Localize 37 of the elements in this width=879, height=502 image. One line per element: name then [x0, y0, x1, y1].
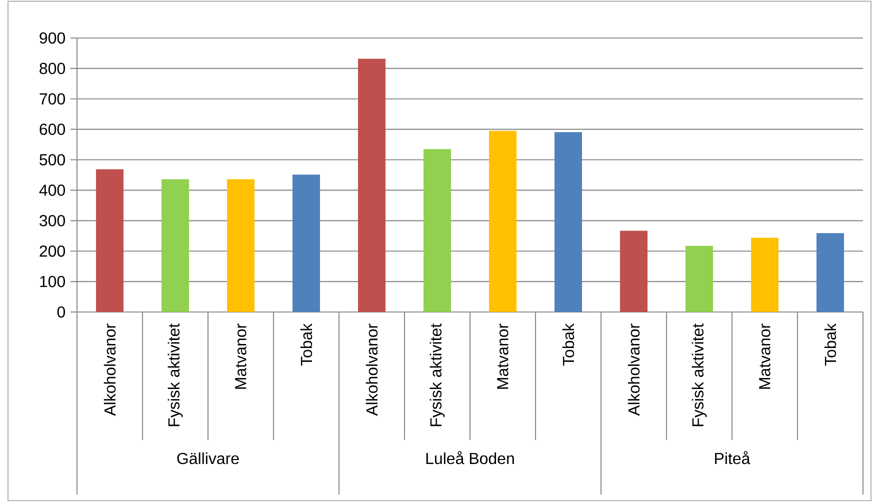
x-tick-label: Alkoholvanor — [366, 324, 378, 416]
x-tick-label: Matvanor — [497, 324, 508, 389]
y-tick-label: 0 — [57, 306, 66, 318]
y-tick-label: 300 — [40, 215, 66, 226]
bar — [423, 149, 452, 312]
y-tick-label: 700 — [40, 93, 66, 105]
bar — [685, 246, 714, 312]
x-tick-label: Fysisk aktivitet — [168, 324, 183, 426]
y-tick-label: 200 — [40, 245, 66, 257]
x-tick-label: Tobak — [300, 323, 312, 366]
bar — [816, 233, 844, 312]
y-tick-label: 900 — [40, 32, 66, 44]
x-tick-label: Tobak — [824, 323, 836, 366]
x-tick-label: Matvanor — [759, 324, 770, 389]
x-tick-label: Alkoholvanor — [104, 324, 116, 416]
bar — [750, 238, 779, 312]
x-tick-label: Fysisk aktivitet — [430, 324, 445, 426]
y-tick-label: 400 — [39, 184, 66, 196]
y-tick-label: 500 — [40, 154, 66, 166]
x-tick-label: Fysisk aktivitet — [692, 324, 707, 426]
x-tick-label: Tobak — [562, 323, 574, 366]
x-tick-label: Matvanor — [235, 324, 246, 389]
text: Luleå Boden — [426, 451, 514, 464]
bar — [227, 179, 255, 312]
y-tick-label: 100 — [40, 276, 66, 288]
bar — [488, 130, 517, 312]
bar — [292, 174, 320, 312]
bar — [620, 230, 648, 312]
y-tick-label: 800 — [40, 62, 66, 74]
bar — [96, 169, 124, 312]
x-tick-label: Alkoholvanor — [628, 324, 640, 416]
text: Gällivare — [177, 452, 239, 464]
bar — [162, 179, 190, 312]
y-tick-label: 600 — [40, 124, 66, 135]
text: Piteå — [715, 451, 750, 464]
bar — [358, 58, 386, 312]
bar — [554, 132, 582, 312]
